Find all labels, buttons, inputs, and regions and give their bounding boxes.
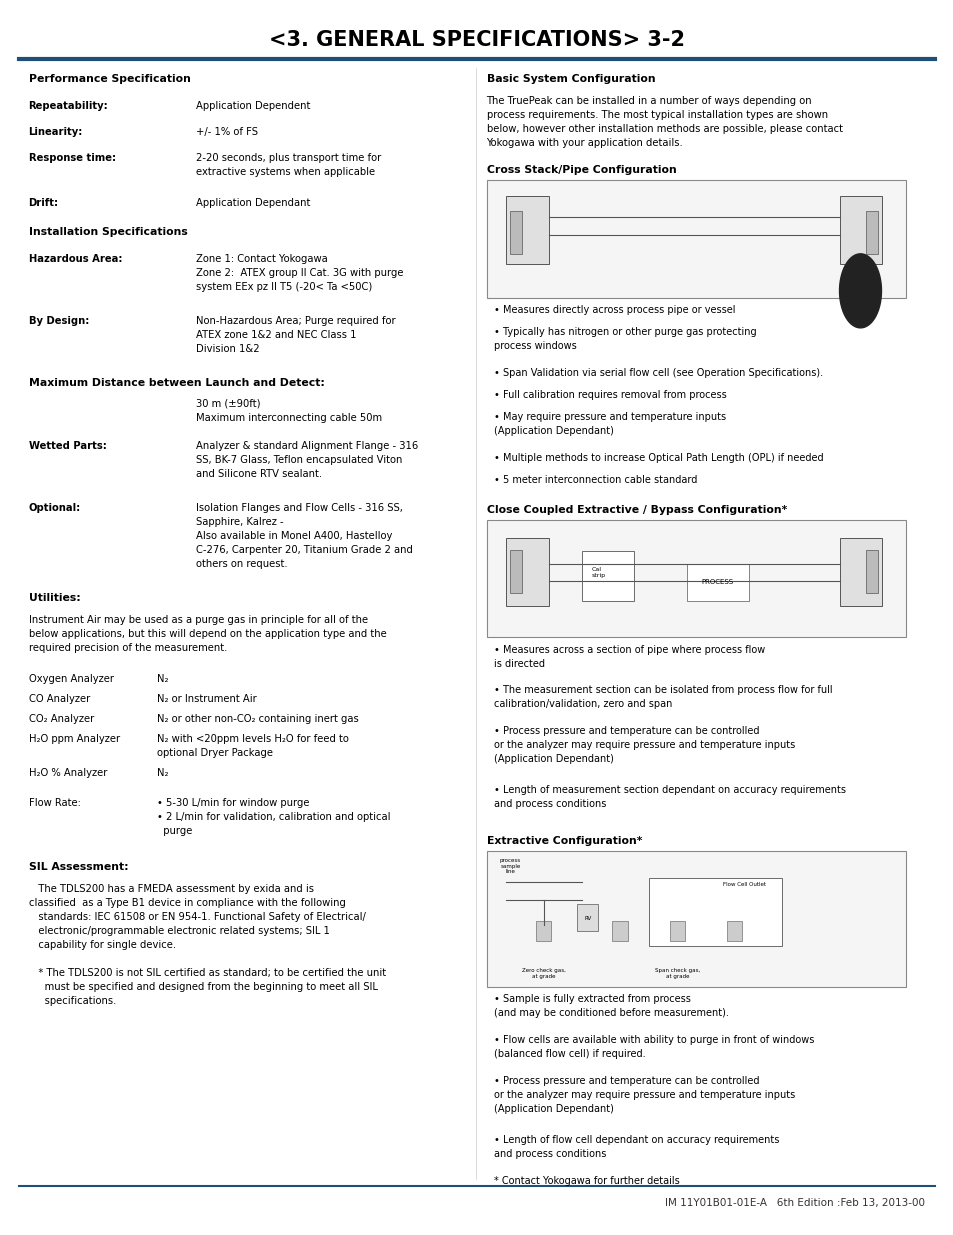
Text: The TDLS200 has a FMEDA assessment by exida and is
classified  as a Type B1 devi: The TDLS200 has a FMEDA assessment by ex…: [29, 884, 365, 950]
Text: • Process pressure and temperature can be controlled
or the analyzer may require: • Process pressure and temperature can b…: [494, 726, 795, 764]
Text: CO₂ Analyzer: CO₂ Analyzer: [29, 714, 93, 724]
Text: • Full calibration requires removal from process: • Full calibration requires removal from…: [494, 390, 726, 400]
Text: • Span Validation via serial flow cell (see Operation Specifications).: • Span Validation via serial flow cell (…: [494, 368, 822, 378]
Text: Linearity:: Linearity:: [29, 127, 83, 137]
Bar: [510, 211, 521, 254]
Text: Optional:: Optional:: [29, 503, 81, 513]
Text: • Process pressure and temperature can be controlled
or the analyzer may require: • Process pressure and temperature can b…: [494, 1076, 795, 1114]
Bar: [577, 904, 598, 931]
Text: • The measurement section can be isolated from process flow for full
calibration: • The measurement section can be isolate…: [494, 685, 832, 709]
Bar: [486, 180, 905, 298]
Text: Hazardous Area:: Hazardous Area:: [29, 254, 122, 264]
Text: Wetted Parts:: Wetted Parts:: [29, 441, 107, 451]
Bar: [839, 196, 882, 264]
Text: • Sample is fully extracted from process
(and may be conditioned before measurem: • Sample is fully extracted from process…: [494, 994, 728, 1018]
Text: Application Dependent: Application Dependent: [195, 101, 310, 111]
Text: N₂ or other non-CO₂ containing inert gas: N₂ or other non-CO₂ containing inert gas: [157, 714, 358, 724]
Text: process
sample
line: process sample line: [499, 858, 520, 874]
Text: 2-20 seconds, plus transport time for
extractive systems when applicable: 2-20 seconds, plus transport time for ex…: [195, 153, 380, 177]
Text: • 5 meter interconnection cable standard: • 5 meter interconnection cable standard: [494, 475, 697, 485]
Text: Oxygen Analyzer: Oxygen Analyzer: [29, 674, 113, 684]
Text: IM 11Y01B01-01E-A   6th Edition :Feb 13, 2013-00: IM 11Y01B01-01E-A 6th Edition :Feb 13, 2…: [664, 1198, 924, 1208]
Text: 30 m (±90ft)
Maximum interconnecting cable 50m: 30 m (±90ft) Maximum interconnecting cab…: [195, 399, 381, 422]
Bar: [865, 551, 877, 594]
Text: • Length of flow cell dependant on accuracy requirements
and process conditions: • Length of flow cell dependant on accur…: [494, 1135, 779, 1158]
Text: Span check gas,
at grade: Span check gas, at grade: [654, 968, 700, 979]
Bar: [669, 921, 684, 941]
Text: Repeatability:: Repeatability:: [29, 101, 109, 111]
Text: Analyzer & standard Alignment Flange - 316
SS, BK-7 Glass, Teflon encapsulated V: Analyzer & standard Alignment Flange - 3…: [195, 441, 417, 479]
Bar: [536, 921, 551, 941]
Bar: [581, 552, 634, 601]
Text: * Contact Yokogawa for further details: * Contact Yokogawa for further details: [494, 1176, 679, 1186]
Text: Zone 1: Contact Yokogawa
Zone 2:  ATEX group II Cat. 3G with purge
system EEx pz: Zone 1: Contact Yokogawa Zone 2: ATEX gr…: [195, 254, 403, 293]
Bar: [510, 551, 521, 594]
Text: • Flow cells are available with ability to purge in front of windows
(balanced f: • Flow cells are available with ability …: [494, 1035, 814, 1058]
Text: Drift:: Drift:: [29, 198, 59, 207]
Bar: [686, 564, 748, 601]
Bar: [865, 211, 877, 254]
Text: Cross Stack/Pipe Configuration: Cross Stack/Pipe Configuration: [486, 165, 676, 175]
Text: H₂O % Analyzer: H₂O % Analyzer: [29, 768, 107, 778]
Text: Instrument Air may be used as a purge gas in principle for all of the
below appl: Instrument Air may be used as a purge ga…: [29, 615, 386, 653]
Text: N₂: N₂: [157, 674, 169, 684]
Text: H₂O ppm Analyzer: H₂O ppm Analyzer: [29, 734, 120, 743]
Text: Extractive Configuration*: Extractive Configuration*: [486, 836, 641, 846]
Text: • 5-30 L/min for window purge
• 2 L/min for validation, calibration and optical
: • 5-30 L/min for window purge • 2 L/min …: [157, 798, 391, 836]
Text: By Design:: By Design:: [29, 316, 89, 326]
Text: • Measures across a section of pipe where process flow
is directed: • Measures across a section of pipe wher…: [494, 645, 764, 668]
Text: Performance Specification: Performance Specification: [29, 74, 191, 84]
Text: * The TDLS200 is not SIL certified as standard; to be certified the unit
     mu: * The TDLS200 is not SIL certified as st…: [29, 968, 385, 1007]
Bar: [505, 538, 548, 606]
Text: SIL Assessment:: SIL Assessment:: [29, 862, 128, 872]
Text: Close Coupled Extractive / Bypass Configuration*: Close Coupled Extractive / Bypass Config…: [486, 505, 786, 515]
Text: Flow Cell Outlet: Flow Cell Outlet: [721, 882, 765, 887]
Text: N₂: N₂: [157, 768, 169, 778]
Text: N₂ or Instrument Air: N₂ or Instrument Air: [157, 694, 257, 704]
Bar: [612, 921, 627, 941]
Text: RV: RV: [583, 916, 591, 921]
Text: Flow Rate:: Flow Rate:: [29, 798, 80, 808]
Text: <3. GENERAL SPECIFICATIONS> 3-2: <3. GENERAL SPECIFICATIONS> 3-2: [269, 30, 684, 49]
Text: +/- 1% of FS: +/- 1% of FS: [195, 127, 257, 137]
Text: • Length of measurement section dependant on accuracy requirements
and process c: • Length of measurement section dependan…: [494, 785, 845, 809]
Bar: [505, 196, 548, 264]
Text: Response time:: Response time:: [29, 153, 115, 163]
Bar: [486, 851, 905, 987]
Text: N₂ with <20ppm levels H₂O for feed to
optional Dryer Package: N₂ with <20ppm levels H₂O for feed to op…: [157, 734, 349, 757]
Bar: [839, 538, 882, 606]
Text: Basic System Configuration: Basic System Configuration: [486, 74, 655, 84]
Text: CO Analyzer: CO Analyzer: [29, 694, 90, 704]
Bar: [486, 520, 905, 637]
Text: Application Dependant: Application Dependant: [195, 198, 310, 207]
Text: Utilities:: Utilities:: [29, 593, 80, 603]
Text: The TruePeak can be installed in a number of ways depending on
process requireme: The TruePeak can be installed in a numbe…: [486, 96, 841, 148]
Text: • Measures directly across process pipe or vessel: • Measures directly across process pipe …: [494, 305, 735, 315]
Text: Zero check gas,
at grade: Zero check gas, at grade: [521, 968, 565, 979]
Text: Maximum Distance between Launch and Detect:: Maximum Distance between Launch and Dete…: [29, 378, 324, 388]
Text: • May require pressure and temperature inputs
(Application Dependant): • May require pressure and temperature i…: [494, 412, 725, 436]
Polygon shape: [839, 254, 881, 327]
Text: Cal
strip: Cal strip: [591, 567, 605, 578]
Text: Isolation Flanges and Flow Cells - 316 SS,
Sapphire, Kalrez -
Also available in : Isolation Flanges and Flow Cells - 316 S…: [195, 503, 412, 568]
Text: • Typically has nitrogen or other purge gas protecting
process windows: • Typically has nitrogen or other purge …: [494, 327, 756, 351]
Text: • Multiple methods to increase Optical Path Length (OPL) if needed: • Multiple methods to increase Optical P…: [494, 453, 823, 463]
Bar: [726, 921, 741, 941]
Text: Installation Specifications: Installation Specifications: [29, 227, 187, 237]
Text: PROCESS: PROCESS: [700, 579, 733, 585]
Text: Non-Hazardous Area; Purge required for
ATEX zone 1&2 and NEC Class 1
Division 1&: Non-Hazardous Area; Purge required for A…: [195, 316, 395, 354]
Bar: [648, 878, 781, 946]
